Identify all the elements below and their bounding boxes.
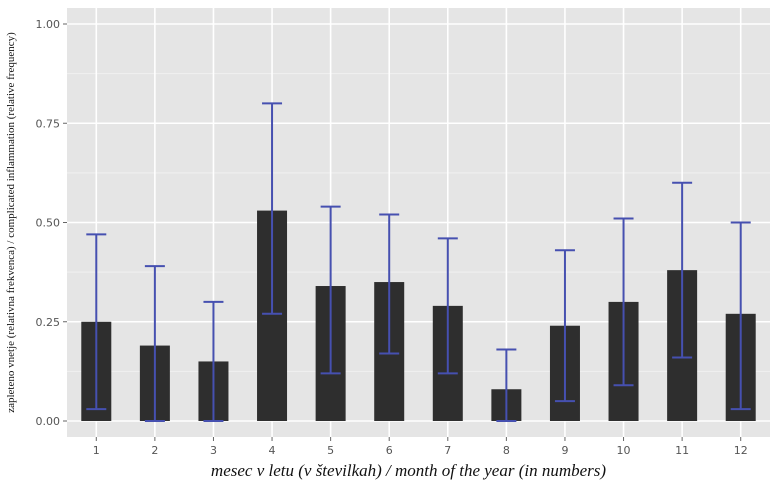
y-tick-label: 0.00 bbox=[36, 415, 61, 428]
y-tick-label: 0.25 bbox=[36, 316, 61, 329]
x-axis-label: mesec v letu (v številkah) / month of th… bbox=[211, 461, 606, 480]
x-tick-label: 6 bbox=[386, 444, 393, 457]
x-tick-label: 4 bbox=[269, 444, 276, 457]
y-tick-label: 1.00 bbox=[36, 18, 61, 31]
x-tick-label: 5 bbox=[327, 444, 334, 457]
x-axis-ticks: 1 2 3 4 5 6 7 8 9 10 11 12 bbox=[93, 437, 748, 457]
y-axis-ticks: 0.00 0.25 0.50 0.75 1.00 bbox=[36, 18, 67, 428]
x-tick-label: 11 bbox=[675, 444, 689, 457]
x-tick-label: 9 bbox=[561, 444, 568, 457]
x-tick-label: 1 bbox=[93, 444, 100, 457]
x-tick-label: 3 bbox=[210, 444, 217, 457]
x-tick-label: 12 bbox=[734, 444, 748, 457]
x-tick-label: 2 bbox=[151, 444, 158, 457]
x-tick-label: 10 bbox=[617, 444, 631, 457]
y-tick-label: 0.50 bbox=[36, 217, 61, 230]
y-axis-label: zapleteno vnetje (relativna frekvenca) /… bbox=[5, 32, 17, 413]
x-tick-label: 8 bbox=[503, 444, 510, 457]
y-tick-label: 0.75 bbox=[36, 117, 61, 130]
x-tick-label: 7 bbox=[444, 444, 451, 457]
error-bars bbox=[86, 102, 751, 422]
